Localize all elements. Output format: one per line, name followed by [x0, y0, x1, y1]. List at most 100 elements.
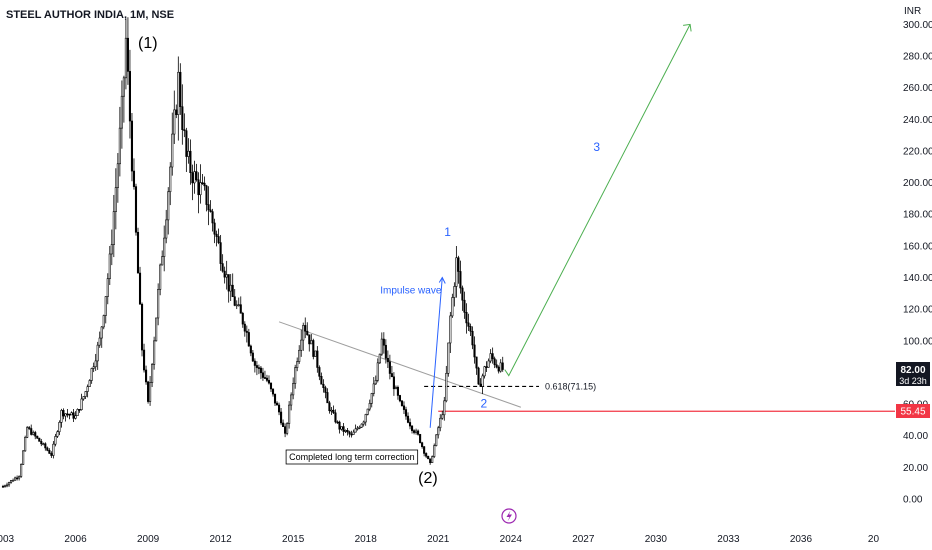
candle-body — [209, 209, 212, 212]
candle-body — [261, 372, 264, 378]
impulse-wave-label: Impulse wave — [380, 286, 442, 297]
candle-body — [390, 373, 393, 378]
candle-body — [155, 317, 158, 342]
descending-trendline[interactable] — [278, 321, 522, 408]
candle-body — [12, 479, 15, 482]
candle-body — [402, 405, 406, 410]
candle-body — [330, 409, 333, 412]
candle-body — [211, 211, 214, 224]
candle-body — [205, 185, 208, 205]
time-axis[interactable]: 2003 2006 2009 2012 2015 2018 2021 2024 2027 2030… — [0, 534, 879, 545]
candle-body — [48, 450, 51, 454]
candle-body — [219, 242, 222, 264]
candle-body — [465, 312, 468, 324]
candle-body — [128, 71, 131, 122]
wave-3-projection[interactable] — [504, 24, 691, 377]
candle-body — [312, 340, 315, 357]
candle-body — [269, 382, 273, 390]
currency-label: INR — [904, 6, 921, 17]
candle-body — [108, 253, 111, 279]
candle-body — [227, 274, 230, 292]
candle-body — [46, 447, 49, 451]
candle-body — [334, 412, 337, 423]
candle-body — [358, 426, 361, 429]
candle-body — [233, 296, 236, 306]
candle-body — [326, 392, 329, 404]
candle-body — [257, 367, 260, 369]
candle-body — [443, 400, 446, 416]
candle-body — [501, 362, 504, 370]
candle-body — [421, 442, 424, 447]
candle-body — [138, 272, 142, 305]
candle-body — [352, 431, 355, 435]
candle-body — [394, 386, 397, 390]
candle-body — [241, 312, 244, 325]
candle-body — [441, 414, 444, 419]
candle-body — [126, 37, 129, 72]
candle-body — [376, 362, 379, 381]
candle-body — [66, 413, 69, 416]
candle-body — [453, 286, 456, 298]
candle-body — [433, 445, 436, 457]
candle-body — [163, 237, 166, 257]
support-price-badge[interactable]: 55.45 — [896, 404, 930, 418]
candle-body — [396, 386, 399, 396]
candle-body — [360, 423, 363, 428]
candle-body — [449, 315, 452, 344]
candle-body — [245, 330, 248, 333]
candle-body — [338, 421, 341, 430]
wave-3-minor-label: 3 — [593, 140, 600, 154]
candle-body — [314, 350, 317, 357]
price-axis[interactable]: 300.00 280.00 260.00 240.00 220.00 200.00 180.… — [903, 20, 932, 506]
candle-body — [26, 427, 29, 438]
candle-body — [167, 191, 170, 221]
candle-body — [282, 422, 285, 427]
candle-body — [386, 357, 389, 363]
event-marker[interactable] — [501, 508, 517, 524]
candle-body — [90, 368, 93, 381]
candle-body — [22, 450, 25, 465]
candle-body — [410, 425, 414, 431]
candle-body — [114, 187, 117, 212]
candle-body — [32, 432, 35, 435]
candle-body — [273, 393, 277, 404]
candle-body — [302, 325, 305, 341]
lightning-bolt — [506, 510, 512, 522]
candle-body — [134, 186, 138, 233]
candle-body — [10, 480, 13, 483]
wave-2-major-label: (2) — [418, 470, 438, 487]
candle-body — [348, 431, 351, 435]
candle-body — [153, 340, 156, 365]
candle-body — [195, 171, 198, 181]
candle-body — [491, 353, 494, 360]
candle-body — [7, 482, 11, 486]
candle-body — [38, 437, 41, 442]
candle-body — [429, 458, 432, 464]
candle-body — [290, 394, 293, 406]
time-tick-label: 2030 — [645, 534, 668, 545]
candle-body — [408, 422, 412, 427]
candle-body — [68, 414, 71, 416]
candle-body — [5, 484, 9, 487]
candle-body — [280, 411, 283, 424]
candle-body — [296, 361, 299, 369]
time-tick-label: 2003 — [0, 534, 15, 545]
impulse-arrow[interactable] — [429, 277, 443, 428]
price-tick-label: 280.00 — [903, 52, 932, 63]
price-tick-label: 240.00 — [903, 115, 932, 126]
candle-body — [24, 437, 27, 452]
candle-body — [284, 426, 287, 434]
candle-body — [493, 358, 496, 366]
candle-body — [50, 453, 53, 456]
candle-body — [64, 413, 67, 417]
candle-body — [74, 415, 77, 419]
candle-body — [187, 150, 190, 157]
candle-body — [477, 367, 480, 385]
candle-body — [58, 422, 61, 433]
candle-body — [362, 421, 365, 425]
last-price-badge[interactable]: 82.00 3d 23h — [896, 362, 930, 386]
candle-body — [96, 344, 99, 362]
correction-note-box[interactable] — [285, 449, 419, 465]
candle-body — [251, 352, 254, 362]
